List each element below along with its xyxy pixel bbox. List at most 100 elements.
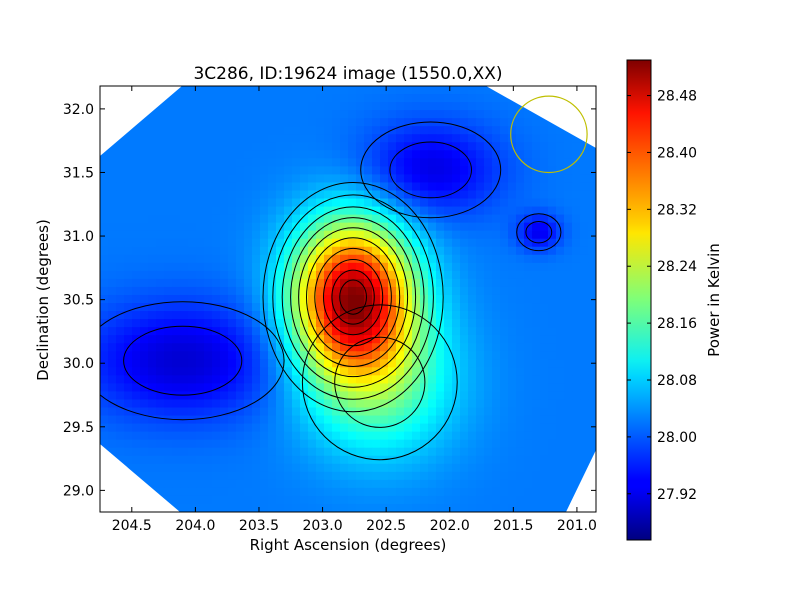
heatmap-cell	[500, 158, 509, 167]
heatmap-cell	[492, 479, 501, 489]
heatmap-cell	[284, 174, 293, 184]
heatmap-cell	[156, 415, 165, 425]
heatmap-cell	[364, 198, 373, 208]
heatmap-cell	[572, 246, 581, 256]
heatmap-cell	[404, 487, 413, 497]
heatmap-cell	[580, 254, 589, 264]
heatmap-cell	[388, 399, 397, 409]
heatmap-cell	[532, 230, 541, 240]
heatmap-cell	[452, 230, 461, 240]
heatmap-cell	[380, 278, 389, 288]
heatmap-cell	[172, 439, 181, 449]
heatmap-cell	[172, 359, 181, 368]
heatmap-cell	[524, 487, 533, 497]
heatmap-cell	[332, 471, 341, 481]
heatmap-cell	[372, 359, 381, 368]
heatmap-cell	[276, 423, 285, 433]
heatmap-cell	[484, 126, 493, 135]
heatmap-cell	[188, 343, 197, 352]
heatmap-cell	[356, 286, 365, 296]
heatmap-cell	[116, 150, 125, 159]
heatmap-cell	[164, 495, 173, 505]
heatmap-cell	[492, 431, 501, 441]
heatmap-cell	[164, 214, 173, 224]
heatmap-cell	[220, 150, 229, 159]
heatmap-cell	[564, 391, 573, 401]
heatmap-cell	[468, 286, 477, 296]
heatmap-cell	[164, 375, 173, 384]
heatmap-cell	[500, 222, 509, 232]
heatmap-cell	[196, 118, 205, 127]
heatmap-cell	[100, 375, 109, 384]
heatmap-cell	[268, 431, 277, 441]
heatmap-cell	[276, 399, 285, 409]
heatmap-cell	[228, 487, 237, 497]
contour-line	[123, 325, 243, 396]
heatmap-cell	[452, 142, 461, 151]
heatmap-cell	[476, 214, 485, 224]
heatmap-cell	[140, 206, 149, 216]
heatmap-cell	[284, 383, 293, 393]
heatmap-cell	[220, 110, 229, 119]
heatmap-cell	[388, 254, 397, 264]
heatmap-cell	[332, 86, 341, 95]
heatmap-cell	[428, 294, 437, 304]
heatmap-cell	[348, 222, 357, 232]
heatmap-cell	[180, 319, 189, 328]
heatmap-cell	[372, 278, 381, 288]
heatmap-cell	[444, 503, 453, 512]
heatmap-cell	[500, 375, 509, 384]
heatmap-cell	[444, 487, 453, 497]
heatmap-cell	[268, 375, 277, 384]
heatmap-cell	[556, 383, 565, 393]
heatmap-cell	[380, 407, 389, 417]
heatmap-cell	[436, 439, 445, 449]
heatmap-cell	[348, 270, 357, 280]
heatmap-cell	[156, 294, 165, 304]
heatmap-cell	[204, 503, 213, 512]
heatmap-cell	[396, 246, 405, 256]
heatmap-cell	[388, 110, 397, 119]
heatmap-cell	[356, 431, 365, 441]
heatmap-cell	[140, 126, 149, 135]
heatmap-cell	[148, 351, 157, 360]
heatmap-cell	[116, 254, 125, 264]
heatmap-cell	[172, 431, 181, 441]
heatmap-cell	[220, 118, 229, 127]
heatmap-cell	[276, 118, 285, 127]
heatmap-cell	[116, 166, 125, 176]
heatmap-cell	[276, 238, 285, 248]
heatmap-cell	[156, 286, 165, 296]
heatmap-cell	[220, 294, 229, 304]
heatmap-cell	[236, 335, 245, 344]
heatmap-cell	[268, 190, 277, 200]
heatmap-cell	[156, 335, 165, 344]
heatmap-cell	[548, 270, 557, 280]
heatmap-cell	[316, 254, 325, 264]
heatmap-cell	[180, 262, 189, 272]
heatmap-cell	[124, 190, 133, 200]
heatmap-cell	[500, 142, 509, 151]
heatmap-cell	[212, 455, 221, 465]
heatmap-cell	[188, 286, 197, 296]
heatmap-cell	[564, 238, 573, 248]
heatmap-cell	[364, 415, 373, 425]
heatmap-cell	[244, 383, 253, 393]
heatmap-cell	[172, 383, 181, 393]
heatmap-cell	[188, 270, 197, 280]
heatmap-cell	[156, 150, 165, 159]
heatmap-cell	[452, 254, 461, 264]
heatmap-cell	[316, 367, 325, 376]
heatmap-cell	[444, 423, 453, 433]
heatmap-cell	[228, 423, 237, 433]
heatmap-cell	[564, 286, 573, 296]
heatmap-cell	[276, 311, 285, 320]
heatmap-cell	[164, 190, 173, 200]
heatmap-cell	[340, 110, 349, 119]
heatmap-cell	[452, 487, 461, 497]
heatmap-cell	[316, 407, 325, 417]
heatmap-cell	[220, 198, 229, 208]
heatmap-cell	[404, 415, 413, 425]
heatmap-cell	[244, 455, 253, 465]
heatmap-cell	[228, 182, 237, 192]
